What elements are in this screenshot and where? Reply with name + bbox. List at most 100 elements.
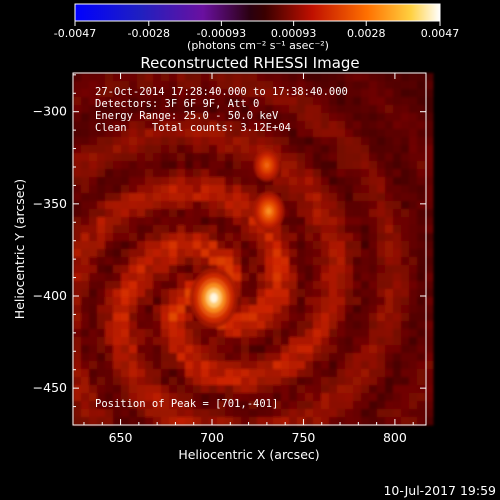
heatmap-cell	[225, 353, 234, 362]
heatmap-cell	[169, 89, 178, 98]
heatmap-cell	[113, 97, 122, 106]
heatmap-cell	[369, 281, 378, 290]
heatmap-cell	[193, 121, 202, 130]
heatmap-cell	[297, 73, 306, 82]
heatmap-cell	[209, 217, 218, 226]
heatmap-cell	[89, 145, 98, 154]
heatmap-cell	[73, 345, 82, 354]
heatmap-cell	[185, 161, 194, 170]
heatmap-cell	[265, 113, 274, 122]
heatmap-cell	[137, 305, 146, 314]
heatmap-cell	[113, 353, 122, 362]
heatmap-cell	[329, 313, 338, 322]
heatmap-cell	[169, 241, 178, 250]
heatmap-cell	[305, 169, 314, 178]
heatmap-cell	[329, 169, 338, 178]
heatmap-cell	[369, 345, 378, 354]
heatmap-cell	[417, 201, 426, 210]
heatmap-cell	[73, 369, 82, 378]
heatmap-cell	[289, 369, 298, 378]
heatmap-cell	[257, 233, 266, 242]
heatmap-cell	[233, 337, 242, 346]
heatmap-cell	[385, 385, 394, 394]
heatmap-cell	[265, 337, 274, 346]
heatmap-cell	[313, 185, 322, 194]
heatmap-cell	[233, 105, 242, 114]
heatmap-cell	[369, 369, 378, 378]
heatmap-cell	[129, 409, 138, 418]
heatmap-cell	[225, 257, 234, 266]
heatmap-cell	[105, 185, 114, 194]
heatmap-cell	[385, 241, 394, 250]
heatmap-cell	[249, 217, 258, 226]
heatmap-cell	[377, 313, 386, 322]
heatmap-cell	[329, 321, 338, 330]
heatmap-cell	[225, 161, 234, 170]
heatmap-cell	[385, 177, 394, 186]
heatmap-cell	[73, 313, 82, 322]
heatmap-cell	[225, 329, 234, 338]
heatmap-cell	[313, 169, 322, 178]
heatmap-cell	[145, 289, 154, 298]
heatmap-cell	[417, 393, 426, 402]
heatmap-cell	[73, 209, 82, 218]
heatmap-cell	[409, 113, 418, 122]
heatmap-cell	[377, 185, 386, 194]
heatmap-cell	[281, 185, 290, 194]
heatmap-cell	[249, 113, 258, 122]
heatmap-cell	[393, 297, 402, 306]
heatmap-cell	[257, 369, 266, 378]
heatmap-cell	[353, 321, 362, 330]
heatmap-cell	[401, 329, 410, 338]
heatmap-cell	[257, 353, 266, 362]
heatmap-cell	[385, 225, 394, 234]
heatmap-cell	[369, 233, 378, 242]
heatmap-cell	[185, 241, 194, 250]
heatmap-cell	[73, 241, 82, 250]
heatmap-cell	[377, 353, 386, 362]
heatmap-cell	[425, 409, 434, 418]
heatmap-cell	[113, 345, 122, 354]
heatmap-cell	[249, 417, 258, 426]
heatmap-cell	[265, 401, 274, 410]
heatmap-cell	[153, 321, 162, 330]
heatmap-cell	[337, 177, 346, 186]
heatmap-cell	[321, 241, 330, 250]
heatmap-cell	[281, 225, 290, 234]
heatmap-cell	[97, 313, 106, 322]
heatmap-cell	[409, 105, 418, 114]
heatmap-cell	[425, 225, 434, 234]
heatmap-cell	[73, 417, 82, 426]
x-tick-label: 650	[109, 430, 133, 445]
heatmap-cell	[409, 225, 418, 234]
heatmap-cell	[201, 417, 210, 426]
plot-frame	[72, 72, 427, 426]
heatmap-cell	[81, 121, 90, 130]
heatmap-cell	[209, 401, 218, 410]
heatmap-cell	[313, 105, 322, 114]
heatmap-cell	[233, 249, 242, 258]
heatmap-cell	[281, 265, 290, 274]
heatmap-cell	[265, 369, 274, 378]
heatmap-cell	[113, 105, 122, 114]
heatmap-cell	[81, 345, 90, 354]
heatmap-cell	[297, 297, 306, 306]
heatmap-cell	[321, 73, 330, 82]
heatmap-cell	[145, 337, 154, 346]
heatmap-cell	[193, 329, 202, 338]
heatmap-cell	[345, 73, 354, 82]
heatmap-cell	[129, 97, 138, 106]
heatmap-cell	[265, 105, 274, 114]
heatmap-cell	[241, 281, 250, 290]
heatmap-cell	[289, 401, 298, 410]
heatmap-cell	[185, 225, 194, 234]
heatmap-cell	[89, 353, 98, 362]
heatmap-cell	[337, 289, 346, 298]
heatmap-cell	[177, 161, 186, 170]
heatmap-cell	[241, 369, 250, 378]
heatmap-cell	[289, 281, 298, 290]
heatmap-cell	[345, 345, 354, 354]
heatmap-cell	[321, 393, 330, 402]
heatmap-cell	[121, 161, 130, 170]
heatmap-cell	[417, 129, 426, 138]
